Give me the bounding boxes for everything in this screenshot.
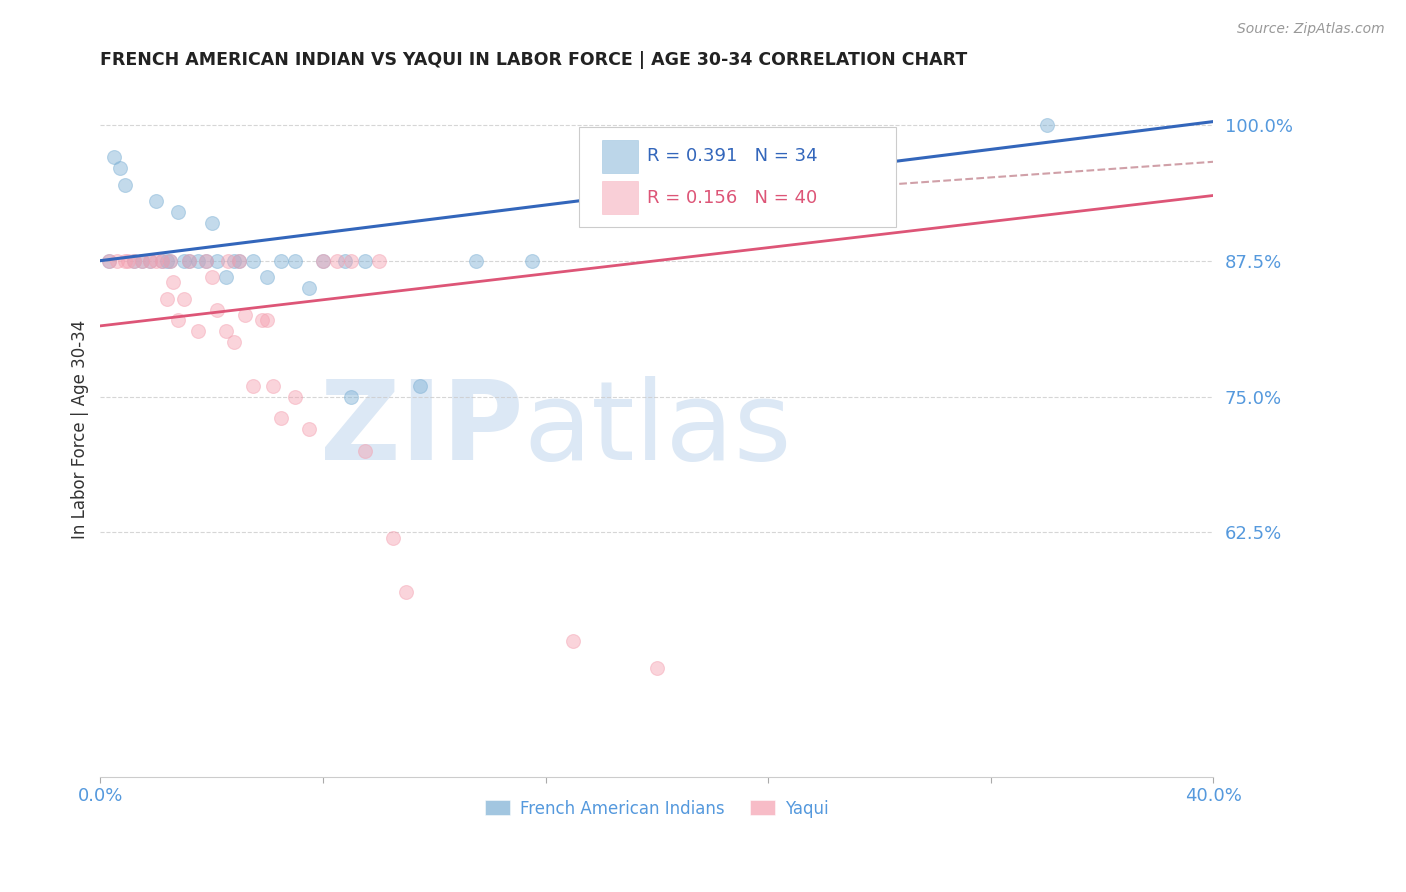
Point — [167, 204, 190, 219]
Point — [562, 634, 585, 648]
Text: Source: ZipAtlas.com: Source: ZipAtlas.com — [1237, 22, 1385, 37]
Point — [312, 253, 335, 268]
Point — [326, 253, 349, 268]
Point — [228, 253, 250, 268]
Point — [228, 253, 250, 268]
Point — [117, 253, 139, 268]
Point — [340, 390, 363, 404]
Point — [312, 253, 335, 268]
Point — [395, 585, 418, 599]
Point — [131, 253, 153, 268]
Point — [114, 253, 136, 268]
Point — [139, 253, 162, 268]
Point — [256, 269, 278, 284]
Text: R = 0.156   N = 40: R = 0.156 N = 40 — [647, 188, 817, 207]
Point — [335, 253, 357, 268]
Point — [122, 253, 145, 268]
Point — [242, 378, 264, 392]
Point — [195, 253, 218, 268]
Point — [201, 216, 224, 230]
Point — [298, 281, 321, 295]
Point — [222, 335, 245, 350]
Point — [150, 253, 173, 268]
Point — [340, 253, 363, 268]
Point — [114, 178, 136, 192]
Point — [173, 253, 195, 268]
Point — [353, 253, 375, 268]
Point — [162, 276, 184, 290]
Text: R = 0.391   N = 34: R = 0.391 N = 34 — [647, 147, 817, 165]
Point — [187, 324, 209, 338]
Point — [233, 308, 256, 322]
Point — [159, 253, 181, 268]
Point — [131, 253, 153, 268]
Point — [645, 661, 668, 675]
FancyBboxPatch shape — [602, 140, 638, 173]
Text: FRENCH AMERICAN INDIAN VS YAQUI IN LABOR FORCE | AGE 30-34 CORRELATION CHART: FRENCH AMERICAN INDIAN VS YAQUI IN LABOR… — [100, 51, 967, 69]
Point — [159, 253, 181, 268]
Point — [256, 313, 278, 327]
Point — [465, 253, 488, 268]
Point — [122, 253, 145, 268]
Point — [353, 443, 375, 458]
Point — [179, 253, 201, 268]
Point — [173, 292, 195, 306]
Point — [105, 253, 128, 268]
Point — [187, 253, 209, 268]
Point — [284, 253, 307, 268]
Point — [97, 253, 120, 268]
Point — [195, 253, 218, 268]
Text: ZIP: ZIP — [321, 376, 523, 483]
Point — [150, 253, 173, 268]
Point — [217, 253, 239, 268]
Point — [207, 253, 229, 268]
Point — [97, 253, 120, 268]
Legend: French American Indians, Yaqui: French American Indians, Yaqui — [478, 793, 835, 824]
Point — [167, 313, 190, 327]
Point — [103, 150, 125, 164]
Point — [139, 253, 162, 268]
Point — [201, 269, 224, 284]
Point — [179, 253, 201, 268]
Point — [156, 253, 179, 268]
Point — [262, 378, 284, 392]
Point — [108, 161, 131, 176]
Point — [156, 292, 179, 306]
Point — [270, 411, 292, 425]
Point — [409, 378, 432, 392]
Point — [381, 531, 404, 545]
FancyBboxPatch shape — [579, 127, 896, 227]
Point — [145, 253, 167, 268]
Point — [214, 269, 236, 284]
Point — [284, 390, 307, 404]
Point — [250, 313, 273, 327]
Y-axis label: In Labor Force | Age 30-34: In Labor Force | Age 30-34 — [72, 319, 89, 539]
Point — [298, 422, 321, 436]
Point — [1035, 118, 1057, 132]
Point — [145, 194, 167, 208]
Point — [520, 253, 543, 268]
Point — [207, 302, 229, 317]
Point — [222, 253, 245, 268]
Point — [242, 253, 264, 268]
FancyBboxPatch shape — [602, 181, 638, 214]
Text: atlas: atlas — [523, 376, 792, 483]
Point — [214, 324, 236, 338]
Point — [270, 253, 292, 268]
Point — [367, 253, 389, 268]
